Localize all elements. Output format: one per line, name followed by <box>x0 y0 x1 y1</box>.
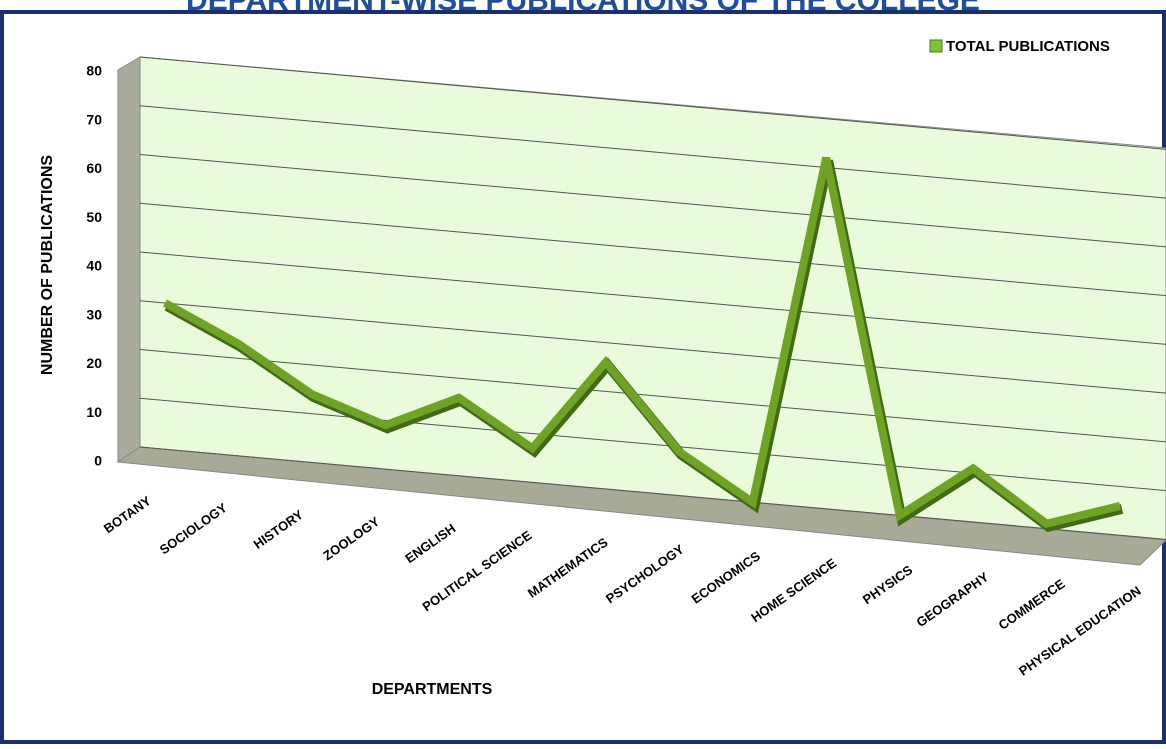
y-tick-label: 50 <box>86 209 102 225</box>
grid-line <box>139 446 1166 540</box>
x-axis-title: DEPARTMENTS <box>372 681 493 698</box>
side-wall <box>117 56 141 463</box>
grid-line <box>139 397 1166 492</box>
legend-swatch <box>929 39 943 53</box>
floor <box>116 446 1166 566</box>
y-tick-label: 40 <box>86 258 102 274</box>
y-tick-label: 80 <box>86 63 102 79</box>
y-tick-label: 10 <box>86 404 102 420</box>
grid-line <box>139 154 1166 248</box>
grid-line <box>139 300 1166 394</box>
legend-label: TOTAL PUBLICATIONS <box>946 38 1110 55</box>
y-tick-label: 30 <box>86 306 102 322</box>
grid-line <box>139 56 1166 150</box>
grid-line <box>139 251 1166 345</box>
y-tick-label: 70 <box>86 111 102 127</box>
grid-line <box>139 105 1166 199</box>
y-tick-label: 60 <box>86 160 102 176</box>
y-tick-label: 0 <box>94 453 102 469</box>
y-axis-title: NUMBER OF PUBLICATIONS <box>39 155 56 375</box>
line <box>163 156 1121 529</box>
grid-line <box>139 349 1166 443</box>
chart-title: DEPARTMENT-WISE PUBLICATIONS OF THE COLL… <box>186 0 980 17</box>
grid-line <box>139 202 1166 297</box>
y-tick-label: 20 <box>86 355 102 371</box>
